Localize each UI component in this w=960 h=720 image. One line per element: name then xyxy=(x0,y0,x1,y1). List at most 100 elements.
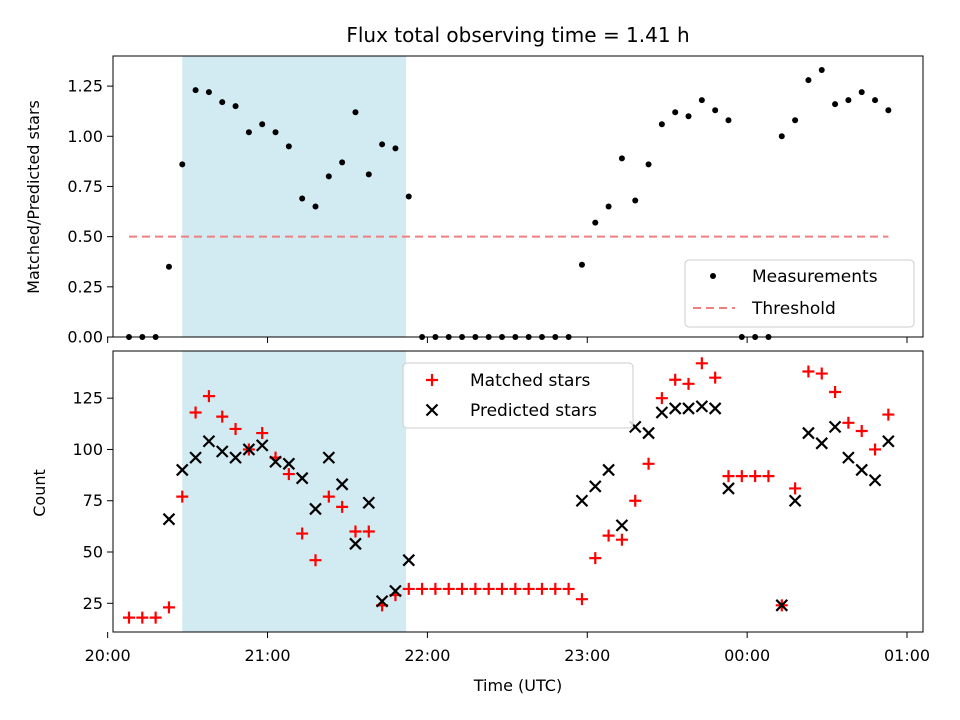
x-tick-label: 00:00 xyxy=(724,646,770,665)
matched-star-point xyxy=(829,386,842,399)
matched-star-point xyxy=(189,406,202,419)
matched-star-point xyxy=(615,533,628,546)
predicted-star-point xyxy=(642,426,655,440)
measurement-point xyxy=(192,87,199,94)
x-tick-label: 21:00 xyxy=(244,646,290,665)
measurement-point xyxy=(778,133,785,140)
measurement-point xyxy=(165,263,172,270)
matched-star-point xyxy=(429,582,442,595)
matched-star-point xyxy=(362,525,375,538)
matched-star-point xyxy=(322,490,335,503)
predicted-star-point xyxy=(389,584,402,598)
matched-star-point xyxy=(122,611,135,624)
measurement-point xyxy=(179,161,186,168)
predicted-star-point xyxy=(309,502,322,516)
measurement-point xyxy=(245,129,252,136)
measurement-point xyxy=(725,117,732,124)
predicted-star-point xyxy=(269,455,282,469)
predicted-star-point xyxy=(655,406,669,419)
matched-star-point xyxy=(202,390,215,403)
bottom-y-tick-label: 50 xyxy=(83,543,103,562)
measurement-point xyxy=(792,117,799,124)
predicted-star-point xyxy=(775,599,789,612)
predicted-star-point xyxy=(215,445,229,458)
matched-star-point xyxy=(402,582,415,595)
matched-star-point xyxy=(229,422,242,435)
predicted-star-point xyxy=(162,512,176,526)
measurement-point xyxy=(299,195,306,202)
bottom-y-tick-label: 100 xyxy=(72,440,103,459)
matched-star-point xyxy=(789,482,802,495)
predicted-star-point xyxy=(695,400,709,413)
matched-star-point xyxy=(562,582,575,595)
predicted-star-point xyxy=(828,420,842,434)
matched-star-point xyxy=(709,371,722,384)
matched-star-point xyxy=(149,611,162,624)
legend-label: Predicted stars xyxy=(470,401,597,421)
matched-star-point xyxy=(469,582,482,595)
measurement-point xyxy=(632,197,639,204)
top-y-tick-label: 1.25 xyxy=(67,77,103,96)
legend-label: Matched stars xyxy=(470,371,590,391)
predicted-star-point xyxy=(682,402,695,415)
matched-star-point xyxy=(869,443,882,456)
matched-star-point xyxy=(762,470,775,483)
legend-matched-marker xyxy=(426,374,438,386)
measurement-point xyxy=(205,89,212,96)
chart-title: Flux total observing time = 1.41 h xyxy=(346,23,689,47)
top-axes-frame xyxy=(112,55,924,338)
measurement-point xyxy=(845,97,852,104)
measurement-point xyxy=(605,203,612,210)
matched-star-point xyxy=(655,392,668,405)
predicted-star-point xyxy=(882,434,895,448)
matched-star-point xyxy=(442,582,455,595)
measurement-point xyxy=(658,121,665,128)
matched-star-point xyxy=(575,593,588,606)
matched-star-point xyxy=(602,529,615,542)
measurement-point xyxy=(232,103,239,110)
legend-label: Measurements xyxy=(752,267,878,287)
x-tick-label: 20:00 xyxy=(85,646,131,665)
matched-star-point xyxy=(496,582,509,595)
bottom-shaded-region xyxy=(182,351,407,632)
measurement-point xyxy=(352,109,359,116)
matched-star-point xyxy=(349,525,362,538)
measurement-point xyxy=(312,203,319,210)
predicted-star-point xyxy=(282,457,296,471)
measurement-point xyxy=(618,155,625,162)
predicted-star-point xyxy=(322,451,336,464)
matched-star-point xyxy=(282,468,295,481)
bottom-y-tick-label: 75 xyxy=(83,491,103,510)
matched-star-point xyxy=(815,367,828,380)
matched-star-point xyxy=(522,582,535,595)
measurement-point xyxy=(219,99,226,106)
matched-star-point xyxy=(162,601,175,614)
measurement-point xyxy=(405,193,412,200)
measurement-point xyxy=(365,171,372,178)
measurement-point xyxy=(698,97,705,104)
matched-star-point xyxy=(509,582,522,595)
top-shaded-region xyxy=(182,56,407,337)
measurement-point xyxy=(712,107,719,114)
matched-star-point xyxy=(416,582,429,595)
matched-star-point xyxy=(176,490,189,503)
top-panel: 0.00 0.25 0.50 0.75 1.00 1.25 Measurements Thre… xyxy=(67,55,924,347)
matched-star-point xyxy=(802,365,815,378)
measurement-point xyxy=(818,67,825,74)
measurement-point xyxy=(392,145,399,152)
x-tick-label: 01:00 xyxy=(884,646,930,665)
matched-star-point xyxy=(695,357,708,370)
predicted-star-point xyxy=(855,463,868,477)
predicted-star-point xyxy=(615,519,629,532)
predicted-star-point xyxy=(815,437,829,450)
matched-star-point xyxy=(629,494,642,507)
measurement-point xyxy=(339,159,346,166)
legend-box xyxy=(402,362,634,429)
matched-star-point xyxy=(256,427,269,440)
predicted-star-point xyxy=(708,402,722,415)
x-axis-label: Time (UTC) xyxy=(473,676,562,695)
measurement-point xyxy=(592,219,599,226)
bottom-y-tick-label: 125 xyxy=(72,389,103,408)
bottom-y-tick-label: 25 xyxy=(83,594,103,613)
